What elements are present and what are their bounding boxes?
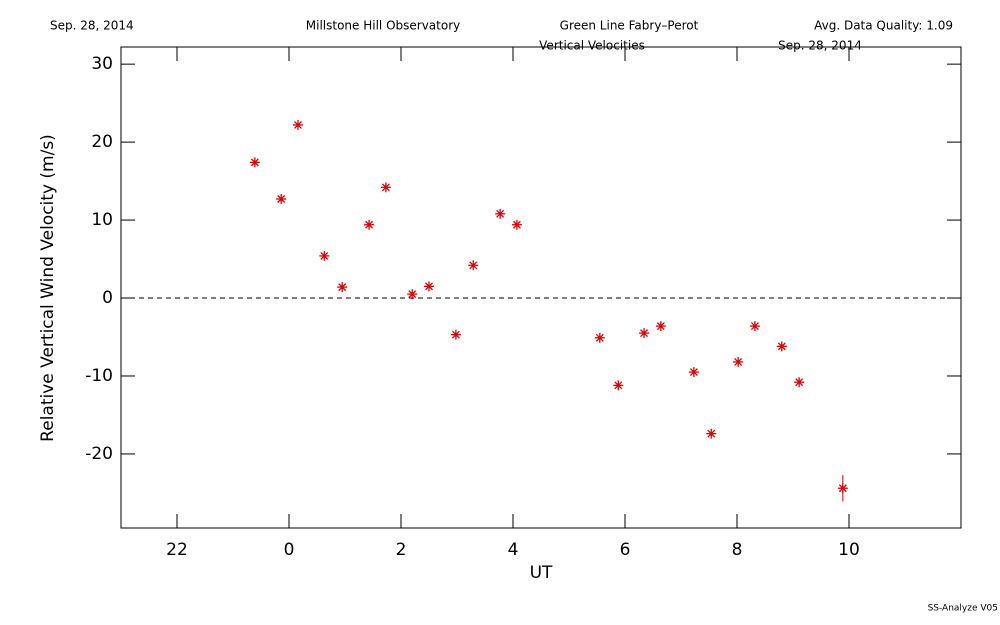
point-stroke — [777, 342, 786, 351]
point-stroke — [838, 484, 847, 493]
point — [688, 367, 699, 378]
y-tick-label: 20 — [91, 132, 113, 152]
point — [837, 483, 848, 494]
point-stroke — [381, 183, 390, 192]
point — [495, 208, 506, 219]
point — [424, 281, 434, 292]
point — [364, 219, 375, 230]
header-quality: Avg. Data Quality: 1.09 — [814, 19, 953, 33]
y-axis-label: Relative Vertical Wind Velocity (m/s) — [38, 134, 58, 442]
point-stroke — [656, 322, 665, 331]
y-tick-label: 0 — [102, 288, 113, 308]
x-tick-label: 8 — [732, 540, 743, 560]
footer: SS-Analyze V05 — [928, 604, 998, 614]
point — [407, 289, 418, 300]
point-stroke — [795, 378, 804, 387]
header-date: Sep. 28, 2014 — [50, 19, 134, 33]
point — [794, 377, 805, 388]
point-stroke — [750, 322, 759, 331]
point-stroke — [734, 357, 743, 366]
point — [511, 219, 522, 230]
point — [249, 157, 260, 168]
point — [380, 182, 391, 193]
point-stroke — [595, 333, 604, 342]
point — [319, 250, 330, 261]
point-stroke — [320, 251, 329, 260]
x-tick-label: 10 — [838, 540, 860, 560]
point — [468, 260, 479, 271]
point-stroke — [451, 330, 460, 339]
point-stroke — [614, 381, 623, 390]
point-stroke — [294, 120, 302, 129]
header-instrument: Green Line Fabry–Perot — [560, 19, 699, 33]
point — [276, 194, 287, 205]
point-stroke — [707, 429, 716, 438]
point-stroke — [425, 282, 433, 291]
point-stroke — [408, 290, 417, 299]
x-tick-label: 6 — [620, 540, 631, 560]
chart-title: Vertical Velocities — [539, 39, 645, 53]
y-tick-label: 10 — [91, 210, 113, 230]
point-stroke — [469, 261, 478, 270]
point-stroke — [512, 220, 521, 229]
y-tick-label: -20 — [85, 444, 113, 464]
y-tick-label: 30 — [91, 54, 113, 74]
point-stroke — [689, 368, 698, 377]
point — [706, 428, 717, 439]
x-tick-label: 22 — [166, 540, 188, 560]
x-tick-label: 0 — [284, 540, 295, 560]
x-tick-label: 4 — [508, 540, 519, 560]
point-stroke — [277, 195, 286, 203]
point-stroke — [496, 209, 505, 218]
y-tick-label: -10 — [85, 366, 113, 386]
plot-frame — [120, 46, 962, 529]
point — [450, 329, 461, 340]
point — [776, 341, 787, 352]
point — [594, 332, 605, 343]
point-stroke — [250, 158, 259, 167]
point-stroke — [640, 329, 648, 338]
point — [655, 321, 666, 332]
point — [639, 328, 650, 339]
x-axis-label: UT — [530, 563, 553, 583]
header-observatory: Millstone Hill Observatory — [306, 19, 460, 33]
point — [292, 119, 303, 130]
point — [733, 356, 744, 367]
point-stroke — [365, 220, 374, 229]
point-stroke — [338, 283, 347, 292]
point — [337, 282, 348, 293]
point — [613, 380, 624, 391]
point — [749, 321, 760, 332]
chart-subtitle: Sep. 28, 2014 — [778, 39, 862, 53]
x-tick-label: 2 — [396, 540, 407, 560]
